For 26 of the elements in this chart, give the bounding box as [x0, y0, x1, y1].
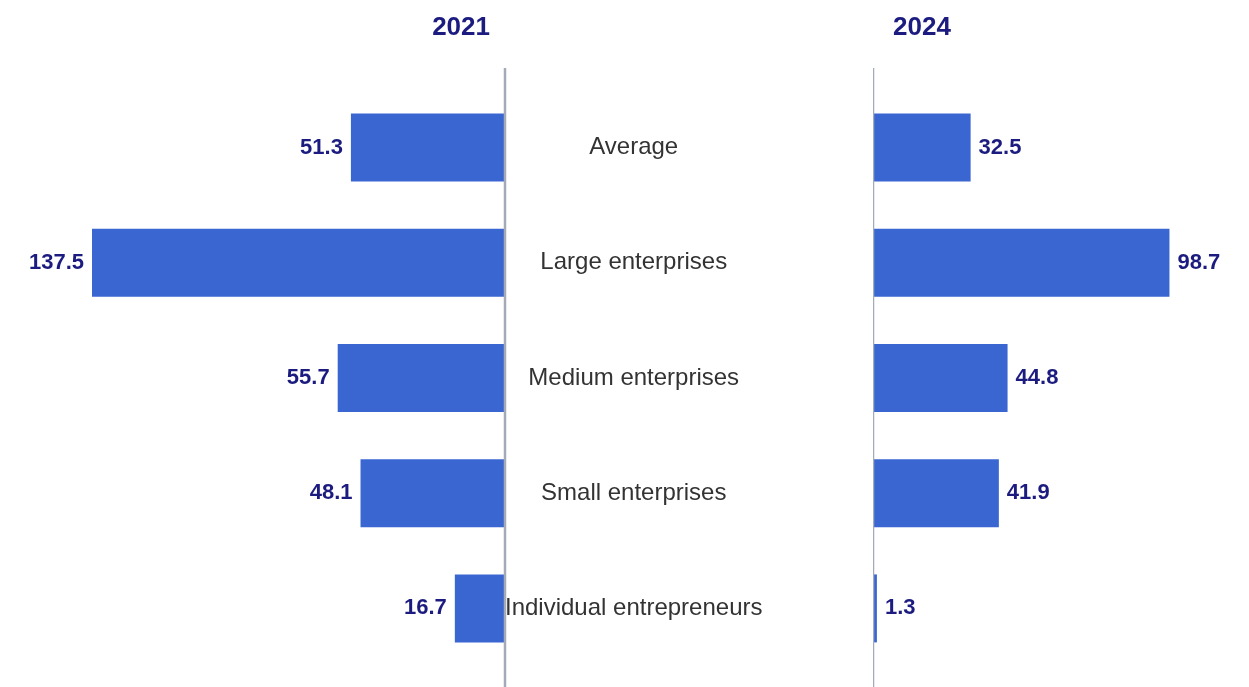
- bar: [92, 228, 505, 297]
- y-tick-label: Average: [589, 132, 679, 160]
- bar: [350, 113, 505, 182]
- bar: [873, 113, 971, 182]
- data-label: 98.7: [1177, 248, 1221, 274]
- data-label: 44.8: [1015, 364, 1059, 390]
- data-label: 1.3: [884, 594, 916, 620]
- chart-title: 2021: [432, 11, 490, 42]
- chart-title: 2024: [893, 11, 952, 42]
- bar: [454, 574, 505, 643]
- bar: [873, 459, 999, 528]
- y-tick-label: Small enterprises: [541, 477, 727, 505]
- y-tick-label: Medium enterprises: [528, 362, 740, 390]
- bar: [873, 344, 1008, 412]
- bar: [360, 459, 505, 528]
- data-label: 137.5: [28, 248, 84, 274]
- bar: [337, 344, 505, 412]
- y-tick-label: Individual entrepreneurs: [505, 593, 763, 621]
- data-label: 48.1: [309, 479, 353, 505]
- bar: [873, 228, 1170, 297]
- data-label: 51.3: [300, 133, 343, 159]
- data-label: 55.7: [286, 364, 330, 390]
- data-label: 41.9: [1006, 479, 1050, 505]
- data-label: 32.5: [978, 133, 1022, 159]
- data-label: 16.7: [404, 594, 447, 620]
- y-tick-label: Large enterprises: [540, 247, 728, 275]
